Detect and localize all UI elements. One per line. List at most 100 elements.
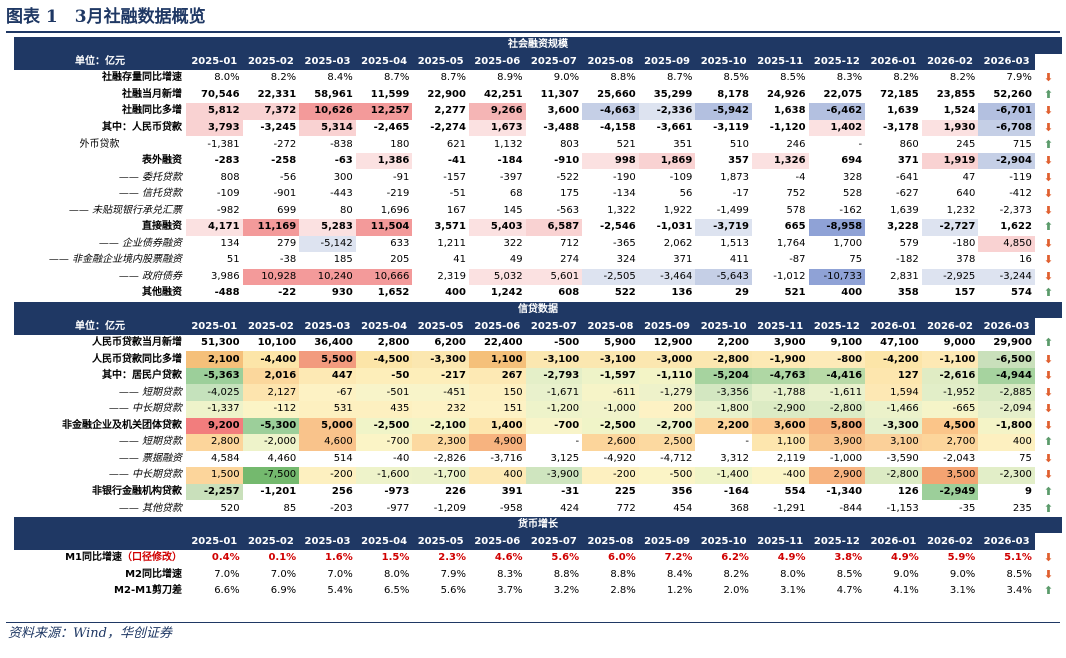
section-title-row: 货币增长 (14, 516, 1063, 534)
table-cell: 808 (220, 171, 240, 183)
table-cell: 11,307 (540, 88, 580, 100)
table-cell: -10,733 (808, 268, 866, 286)
table-cell: 7.9% (1006, 72, 1032, 84)
column-header: 2025-07 (525, 533, 583, 550)
table-cell: 2,200 (717, 337, 749, 349)
row-label: —— 未贴现银行承兑汇票 (14, 202, 186, 219)
table-cell: -283 (214, 155, 240, 167)
table-cell: 2,062 (663, 237, 693, 249)
table-cell: -1,012 (773, 270, 806, 282)
arrow-down-icon: ⬇ (1043, 551, 1054, 565)
table-cell: 5,800 (808, 417, 866, 435)
source-note: 资料来源：Wind，华创证券 (8, 626, 172, 641)
table-row: —— 非金融企业境内股票融资 51 -38 185 205 41 49 274 324 371 41… (14, 252, 1062, 269)
table-cell: 80 (340, 204, 353, 216)
table-cell: 42,251 (483, 88, 523, 100)
arrow-down-icon: ⬇ (1043, 187, 1054, 201)
table-cell: -982 (216, 204, 240, 216)
table-cell: -3,661 (656, 122, 693, 133)
column-header: 2026-03 (978, 318, 1035, 335)
table-cell: 7.0% (214, 568, 240, 580)
row-label-text: 外币贷款 (79, 138, 120, 150)
table-cell: 10,666 (355, 268, 413, 286)
table-cell: 5.9% (947, 552, 976, 564)
table-cell: -8,958 (808, 219, 866, 236)
table-cell: 665 (784, 221, 806, 233)
table-cell: -838 (330, 138, 353, 150)
table-cell: -272 (273, 138, 297, 150)
table-cell: -217 (412, 367, 469, 385)
table-cell: 3,100 (865, 434, 922, 451)
table-cell: -157 (443, 171, 466, 183)
row-label: —— 中长期贷款 (14, 467, 186, 484)
table-row: 社融存量同比增速 8.0% 8.2% 8.4% 8.7% 8.7% 8.9% 9.0% 8.8%… (14, 70, 1062, 87)
table-cell: -1,120 (769, 122, 806, 133)
table-cell: -2,793 (525, 367, 583, 385)
table-cell: 75 (849, 254, 863, 266)
table-cell: 9.0% (893, 568, 919, 580)
table-cell: 85 (283, 502, 297, 514)
column-header: 2026-02 (921, 318, 979, 335)
table-cell: 16 (1019, 254, 1032, 266)
table-cell: 5,403 (468, 219, 526, 236)
table-cell: -3,245 (260, 122, 297, 133)
table-cell: 1,594 (865, 384, 922, 402)
table-cell: -4,763 (751, 367, 809, 385)
table-cell: 8.8% (553, 568, 580, 580)
table-cell: 200 (638, 401, 696, 418)
table-cell: 715 (1012, 138, 1032, 150)
table-cell: 5,032 (468, 268, 526, 286)
table-cell: -500 (638, 467, 696, 484)
row-label: M2-M1剪刀差 (14, 583, 186, 600)
table-cell: 699 (277, 204, 297, 216)
table-cell: 400 (445, 287, 466, 299)
table-cell: 47 (962, 171, 976, 183)
table-row: 社融当月新增 70,546 22,331 58,961 11,599 22,900 42,2… (14, 87, 1062, 104)
table-cell: 9 (1024, 486, 1032, 498)
table-cell: 8.7% (383, 72, 410, 84)
table-cell: 1,873 (720, 171, 749, 183)
table-cell: 2,200 (695, 417, 752, 435)
table-cell: 1,211 (437, 237, 466, 249)
table-cell: 300 (333, 171, 353, 183)
table-cell: 1,638 (773, 105, 806, 117)
table-cell: -2,505 (582, 268, 639, 286)
table-cell: 2.8% (610, 585, 636, 597)
column-header: 2025-05 (412, 533, 469, 550)
title-rule (6, 31, 1060, 33)
table-cell: -3,488 (543, 122, 580, 133)
footer: 资料来源：Wind，华创证券 (6, 622, 1060, 642)
column-header: 2025-10 (695, 53, 752, 71)
table-cell: 8.7% (440, 72, 466, 84)
table-cell: 274 (560, 254, 580, 266)
table-cell: -3,590 (886, 452, 919, 464)
table-row: 其中：人民币贷款 3,793 -3,245 5,314 -2,465 -2,274 1,67… (14, 119, 1062, 137)
row-label: —— 非金融企业境内股票融资 (14, 252, 186, 269)
table-cell: 2,800 (186, 434, 243, 451)
table-cell: 5.6% (551, 552, 580, 564)
table-row: 直接融资 4,171 11,169 5,283 11,504 3,571 5,403 6,58… (14, 219, 1062, 236)
table-cell: 554 (784, 486, 806, 498)
table-cell: -4,712 (660, 452, 693, 464)
column-header: 2025-03 (299, 318, 356, 335)
table-cell: -1,466 (865, 401, 922, 418)
table-cell: 1,622 (1000, 221, 1032, 233)
column-header: 2026-01 (865, 53, 922, 71)
column-header: 2025-03 (299, 533, 356, 550)
row-label: —— 短期贷款 (14, 384, 186, 401)
table-cell: 8.0% (780, 568, 806, 580)
table-cell: 136 (671, 287, 693, 299)
table-cell: 2,016 (242, 367, 300, 385)
table-cell: 358 (897, 287, 919, 299)
row-label-text: 其他融资 (142, 287, 182, 299)
table-cell: -4 (795, 171, 806, 183)
column-header: 2025-09 (638, 318, 696, 335)
table-cell: 8.9% (497, 72, 523, 84)
row-label-text: M2同比增速 (125, 568, 182, 580)
table-cell: 531 (299, 401, 356, 418)
table-cell: -2,257 (186, 483, 243, 501)
table-cell: -17 (732, 188, 749, 200)
row-label-text: 社融当月新增 (122, 88, 182, 100)
column-header: 2025-01 (186, 53, 243, 71)
table-cell: 75 (1019, 452, 1032, 464)
